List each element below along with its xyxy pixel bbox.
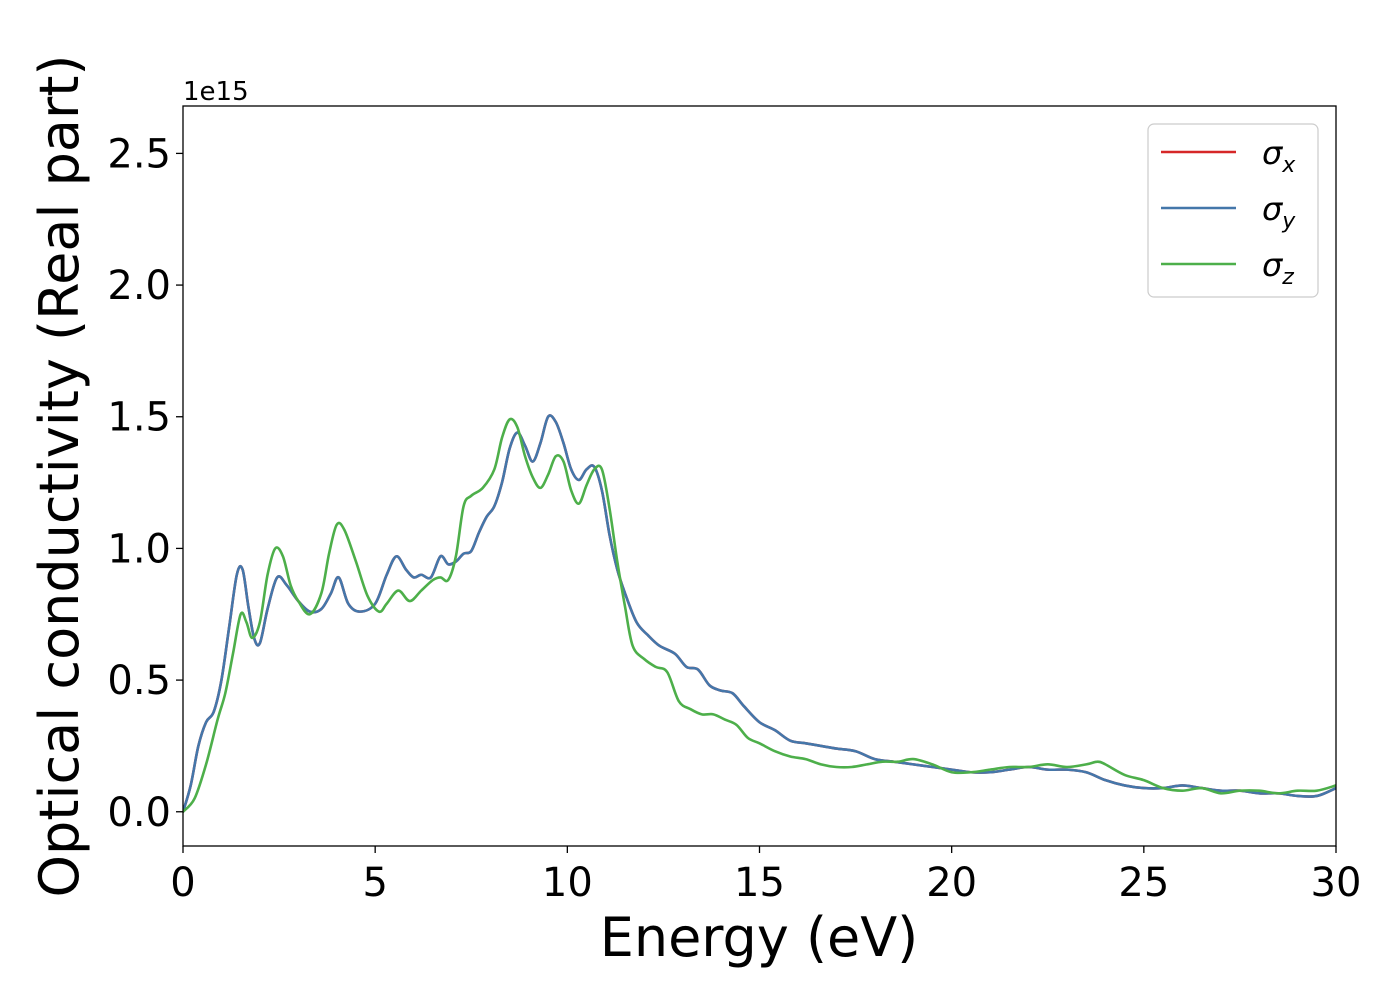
legend: σx σy σz — [1147, 123, 1319, 298]
y-tick-label: 2.5 — [107, 131, 171, 177]
x-tick-label: 30 — [1311, 860, 1362, 906]
x-tick-label: 25 — [1118, 860, 1169, 906]
y-tick-label: 2.0 — [107, 263, 171, 309]
x-axis-label: Energy (eV) — [600, 906, 919, 969]
y-axis-label: Optical conductivity (Real part) — [28, 55, 91, 898]
x-tick-label: 0 — [170, 860, 195, 906]
y-tick-label: 1.0 — [107, 526, 171, 572]
series-line-z — [183, 417, 1336, 814]
y-tick-label: 0.5 — [107, 658, 171, 704]
legend-label-z: σz — [1262, 246, 1294, 290]
y-tick-label: 0.0 — [107, 790, 171, 836]
y-axis-ticks: 0.0 0.5 1.0 1.5 2.0 2.5 — [107, 131, 183, 836]
x-tick-label: 5 — [362, 860, 387, 906]
x-tick-label: 10 — [542, 860, 593, 906]
series-layer — [183, 414, 1336, 814]
x-tick-label: 15 — [734, 860, 785, 906]
legend-frame — [1147, 123, 1319, 298]
y-offset-text: 1e15 — [183, 77, 249, 107]
y-tick-label: 1.5 — [107, 395, 171, 441]
legend-label-y: σy — [1262, 190, 1296, 234]
legend-label-x: σx — [1262, 134, 1296, 178]
x-tick-label: 20 — [926, 860, 977, 906]
x-axis-ticks: 0 5 10 15 20 25 30 — [170, 846, 1361, 906]
